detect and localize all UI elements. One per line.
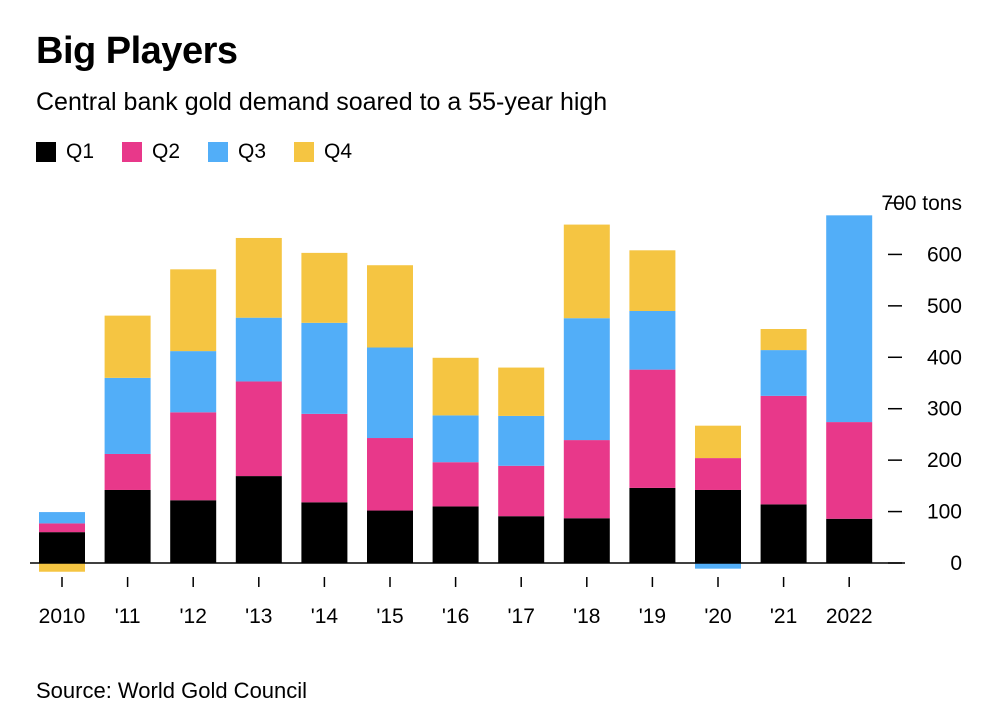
- bar-q2-5: [367, 438, 413, 511]
- y-tick-label: 400: [927, 346, 962, 369]
- bar-q4-7: [498, 367, 545, 416]
- bar-q2-0: [39, 523, 85, 533]
- x-tick-label: '20: [704, 605, 731, 628]
- bar-q1-7: [498, 516, 545, 563]
- legend-swatch-q1: [36, 142, 56, 162]
- bar-q1-11: [760, 504, 807, 563]
- bar-q3-12: [826, 215, 873, 423]
- bar-q4-4: [301, 252, 348, 323]
- x-tick-label: '14: [311, 605, 339, 628]
- bar-q3-3: [235, 317, 282, 382]
- bar-q4-8: [563, 224, 610, 319]
- bar-q3-6: [432, 415, 479, 463]
- bar-q2-4: [301, 413, 348, 503]
- bar-q3-1: [104, 377, 151, 454]
- bar-q3-11: [760, 350, 807, 396]
- bar-q1-9: [629, 487, 676, 563]
- bar-q2-12: [826, 422, 873, 519]
- bar-q2-7: [498, 465, 545, 517]
- bar-q4-2: [170, 269, 217, 352]
- bar-q1-8: [563, 518, 610, 563]
- y-tick-label: 0: [950, 552, 962, 575]
- legend-label: Q3: [238, 140, 267, 163]
- bar-q3-4: [301, 322, 348, 414]
- legend-item-q3: Q3: [208, 140, 266, 164]
- legend-label: Q1: [66, 140, 95, 163]
- bar-q4-10: [695, 425, 741, 459]
- x-tick-label: '15: [376, 605, 403, 628]
- legend: Q1 Q2 Q3 Q4: [36, 140, 352, 164]
- bar-q4-1: [104, 315, 151, 378]
- legend-swatch-q2: [122, 142, 143, 162]
- bar-q2-11: [760, 395, 807, 505]
- y-axis-unit-label: 700 tons: [881, 192, 962, 215]
- bar-q1-10: [695, 489, 741, 563]
- bar-q3-7: [498, 415, 545, 466]
- bar-q4-11: [760, 328, 807, 351]
- bar-q2-9: [629, 369, 676, 488]
- bar-q3-0: [39, 512, 85, 524]
- x-tick-label: '11: [115, 605, 141, 628]
- source-note: Source: World Gold Council: [36, 678, 308, 703]
- bar-q2-8: [563, 440, 610, 519]
- bar-q4-0: [39, 563, 85, 572]
- x-tick-label: 2010: [39, 605, 86, 628]
- bar-q1-1: [104, 489, 151, 563]
- legend-swatch-q4: [294, 142, 315, 162]
- legend-swatch-q3: [208, 142, 229, 162]
- y-tick-label: 100: [927, 501, 962, 524]
- bar-q4-3: [235, 237, 282, 318]
- y-tick-label: 500: [927, 295, 962, 318]
- bar-q1-4: [301, 502, 348, 563]
- x-tick-label: '17: [508, 605, 535, 628]
- chart-subtitle: Central bank gold demand soared to a 55-…: [36, 88, 608, 116]
- x-tick-label: '16: [442, 605, 469, 628]
- chart-title: Big Players: [36, 30, 238, 72]
- x-tick-label: 2022: [826, 605, 873, 628]
- x-tick-label: '18: [573, 605, 600, 628]
- legend-label: Q2: [152, 140, 181, 163]
- y-tick-label: 600: [927, 243, 962, 266]
- bar-q4-5: [367, 265, 413, 348]
- x-tick-label: '12: [180, 605, 207, 628]
- bar-q1-2: [170, 500, 217, 563]
- bar-q2-1: [104, 453, 151, 490]
- bar-q2-3: [235, 381, 282, 477]
- bar-q2-6: [432, 462, 479, 507]
- x-tick-label: '19: [639, 605, 666, 628]
- bar-q3-10: [695, 563, 741, 569]
- bar-q1-0: [39, 532, 85, 563]
- bar-q3-2: [170, 351, 217, 413]
- legend-item-q4: Q4: [294, 140, 352, 164]
- bar-q4-6: [432, 357, 479, 416]
- bar-q3-9: [629, 310, 676, 370]
- bar-q1-12: [826, 518, 873, 563]
- bar-q1-3: [235, 476, 282, 563]
- y-tick-label: 300: [927, 398, 962, 421]
- y-tick-label: 200: [927, 449, 962, 472]
- bar-q1-5: [367, 510, 413, 563]
- legend-item-q1: Q1: [36, 140, 94, 164]
- legend-label: Q4: [324, 140, 353, 163]
- bar-q1-6: [432, 506, 479, 563]
- bar-q2-10: [695, 458, 741, 490]
- bar-q3-8: [563, 318, 610, 441]
- legend-item-q2: Q2: [122, 140, 180, 164]
- bar-q4-9: [629, 250, 676, 311]
- x-tick-label: '13: [245, 605, 272, 628]
- bar-q3-5: [367, 347, 413, 439]
- bar-q2-2: [170, 412, 217, 501]
- x-tick-label: '21: [770, 605, 797, 628]
